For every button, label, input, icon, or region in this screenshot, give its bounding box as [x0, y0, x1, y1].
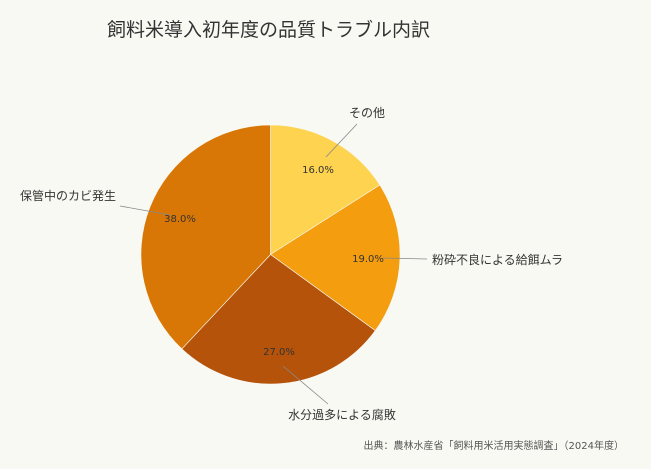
leader-line-suibun — [282, 365, 329, 405]
category-label-sonota: その他 — [349, 106, 385, 120]
chart-title: 飼料米導入初年度の品質トラブル内訳 — [107, 19, 431, 41]
source-note: 出典：農林水産省「飼料用米活用実態調査」（2024年度） — [363, 441, 624, 452]
pct-label-funsai: 19.0% — [352, 254, 384, 265]
leader-line-sonota — [325, 123, 358, 158]
slice-sonota[interactable] — [270, 124, 381, 256]
pct-label-suibun: 27.0% — [263, 347, 295, 358]
leader-line-funsai — [382, 257, 428, 260]
category-label-funsai: 粉砕不良による給餌ムラ — [432, 252, 563, 267]
pct-label-kabi: 38.0% — [164, 214, 196, 225]
pct-label-sonota: 16.0% — [302, 165, 334, 176]
leader-line-kabi — [119, 205, 171, 216]
category-label-kabi: 保管中のカビ発生 — [20, 188, 116, 203]
category-label-suibun: 水分過多による腐敗 — [288, 407, 396, 422]
slice-suibun[interactable] — [181, 254, 376, 385]
slice-kabi[interactable] — [140, 124, 271, 350]
